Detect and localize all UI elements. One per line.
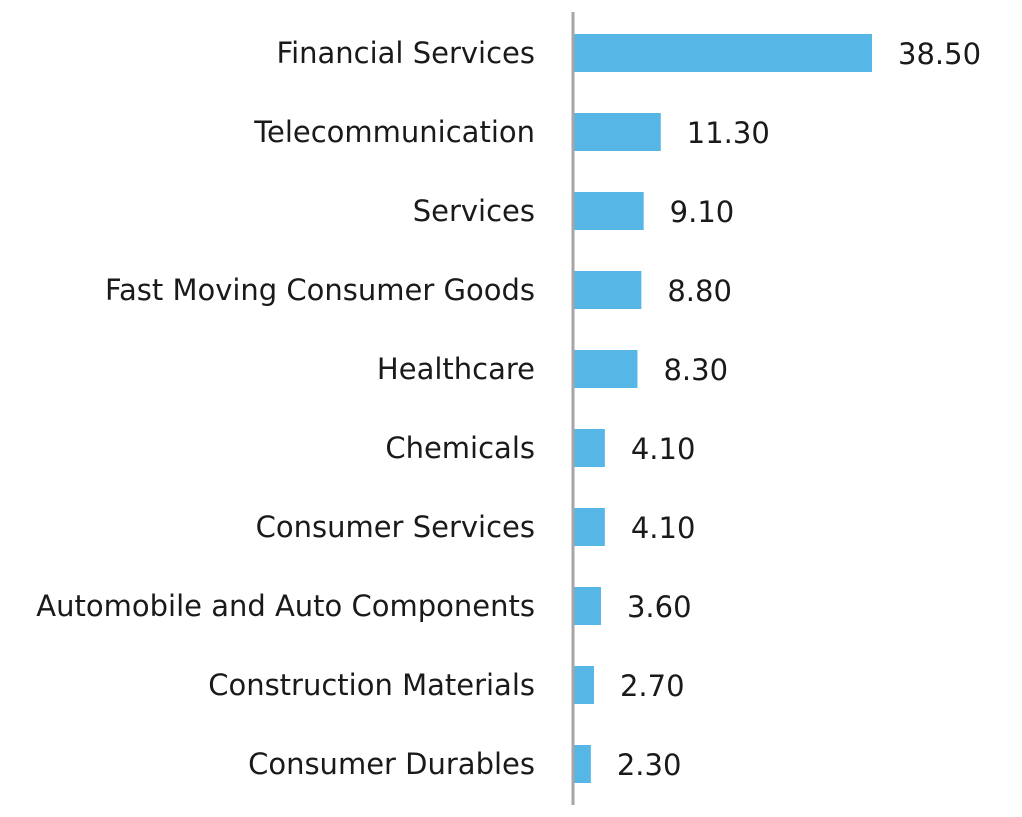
bar [573,350,638,388]
bar [573,666,594,704]
value-label: 2.30 [617,748,682,782]
category-label: Consumer Durables [248,747,535,781]
value-labels-group: 38.50 11.30 9.10 8.80 8.30 4.10 4.10 3.60 2.70 2.… [617,37,981,782]
category-label: Automobile and Auto Components [36,589,535,623]
category-label: Healthcare [377,352,535,386]
bar [573,508,605,546]
bar [573,113,661,151]
bar [573,34,872,72]
bar [573,587,601,625]
value-label: 8.30 [663,353,728,387]
bars-group [573,34,872,783]
bar [573,271,642,309]
category-labels-group: Financial Services Telecommunication Servi… [36,36,535,781]
value-label: 38.50 [898,37,981,71]
category-label: Fast Moving Consumer Goods [105,273,535,307]
bar [573,429,605,467]
bar [573,745,591,783]
category-label: Construction Materials [208,668,535,702]
value-label: 11.30 [687,116,770,150]
category-label: Consumer Services [256,510,535,544]
bar [573,192,644,230]
value-label: 9.10 [670,195,735,229]
category-label: Telecommunication [253,115,535,149]
value-label: 3.60 [627,590,692,624]
value-label: 4.10 [631,511,696,545]
category-label: Chemicals [385,431,535,465]
value-label: 2.70 [620,669,685,703]
value-label: 4.10 [631,432,696,466]
category-label: Services [413,194,535,228]
value-label: 8.80 [667,274,732,308]
category-label: Financial Services [277,36,536,70]
